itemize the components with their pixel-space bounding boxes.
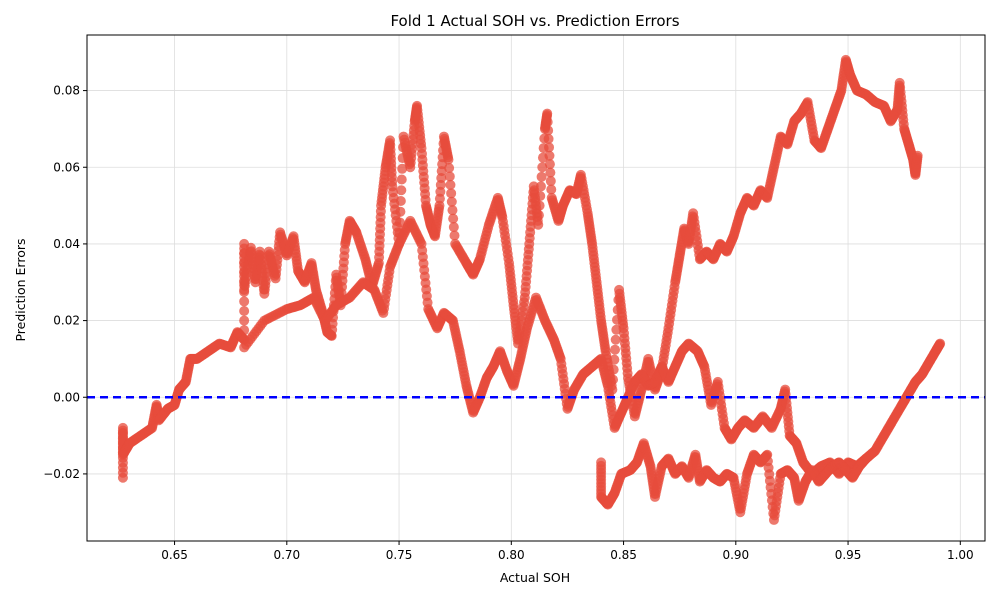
data-point: [449, 230, 460, 241]
y-tick-label: 0.02: [53, 314, 80, 328]
data-point: [542, 108, 553, 119]
data-point: [608, 364, 619, 375]
data-point: [544, 142, 555, 153]
data-points: [117, 54, 946, 525]
data-point: [537, 162, 548, 173]
y-axis-ticks: −0.02 0.00 0.02 0.04 0.06 0.08: [43, 84, 87, 481]
x-tick-label: 1.00: [947, 548, 974, 562]
data-point: [395, 195, 406, 206]
data-point: [533, 219, 544, 230]
y-axis-label: Prediction Errors: [13, 238, 28, 341]
data-point: [444, 163, 455, 174]
x-tick-label: 0.85: [610, 548, 637, 562]
data-point: [239, 325, 250, 336]
x-axis-label: Actual SOH: [500, 570, 570, 585]
data-point: [546, 184, 557, 195]
data-point: [543, 133, 554, 144]
data-point: [448, 222, 459, 233]
y-tick-label: −0.02: [43, 467, 80, 481]
data-point: [443, 154, 454, 165]
x-axis-ticks: 0.65 0.70 0.75 0.80 0.85 0.90 0.95 1.00: [161, 541, 974, 562]
x-tick-label: 0.80: [498, 548, 525, 562]
data-point: [448, 213, 459, 224]
data-point: [544, 159, 555, 170]
data-point: [396, 174, 407, 185]
data-point: [533, 210, 544, 221]
chart-title: Fold 1 Actual SOH vs. Prediction Errors: [390, 12, 679, 30]
data-point: [545, 167, 556, 178]
data-point: [534, 200, 545, 211]
data-point: [935, 338, 946, 349]
x-tick-label: 0.95: [835, 548, 862, 562]
data-point: [542, 117, 553, 128]
data-point: [535, 181, 546, 192]
data-point: [394, 217, 405, 228]
x-tick-label: 0.90: [722, 548, 749, 562]
y-tick-label: 0.00: [53, 390, 80, 404]
data-point: [861, 453, 872, 464]
data-point: [239, 306, 250, 316]
data-point: [544, 150, 555, 161]
data-point: [444, 171, 455, 182]
y-tick-label: 0.04: [53, 237, 80, 251]
data-point: [446, 188, 457, 199]
data-point: [543, 125, 554, 136]
y-tick-label: 0.08: [53, 84, 80, 98]
data-point: [535, 191, 546, 201]
data-point: [395, 206, 406, 217]
data-point: [447, 205, 458, 216]
data-point: [609, 354, 620, 365]
y-tick-label: 0.06: [53, 160, 80, 174]
x-tick-label: 0.65: [161, 548, 188, 562]
data-point: [545, 176, 556, 187]
data-point: [912, 150, 923, 161]
x-tick-label: 0.70: [273, 548, 300, 562]
data-point: [396, 185, 407, 196]
data-point: [446, 196, 457, 207]
data-point: [610, 344, 621, 355]
data-point: [610, 334, 621, 345]
plot-frame: [86, 34, 986, 542]
data-point: [239, 296, 250, 307]
data-point: [397, 163, 408, 174]
data-point: [445, 179, 456, 190]
x-tick-label: 0.75: [386, 548, 413, 562]
data-point: [239, 315, 250, 326]
data-point: [536, 171, 547, 182]
